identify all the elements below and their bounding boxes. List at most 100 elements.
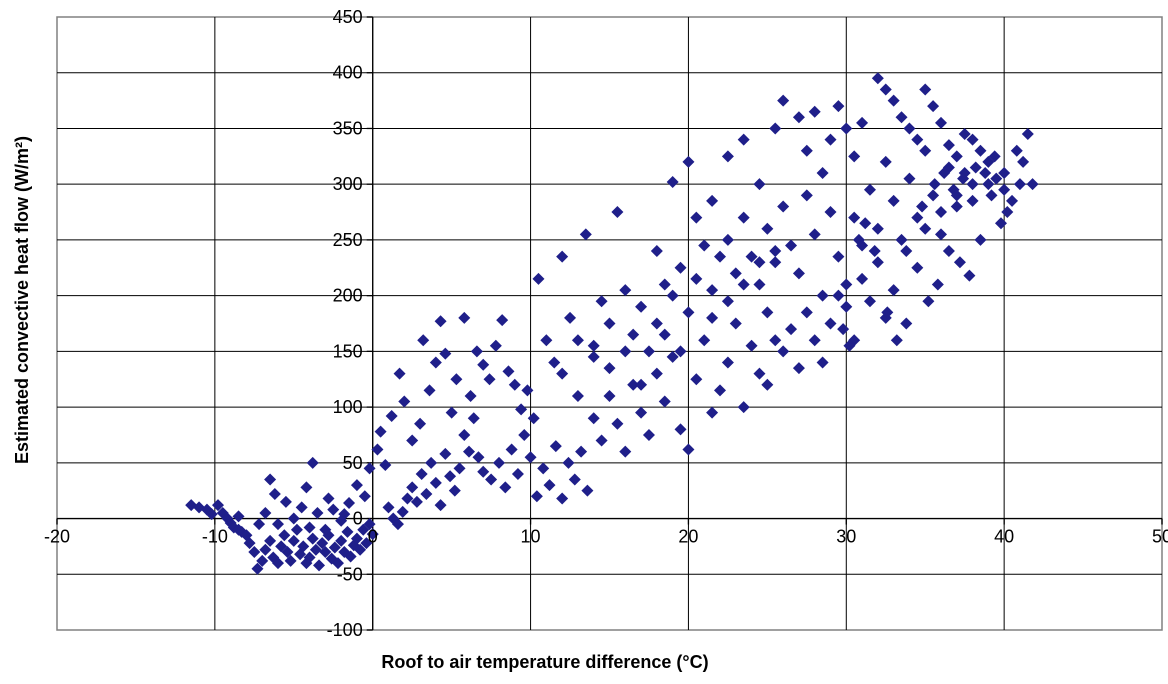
data-point bbox=[674, 261, 687, 274]
data-point bbox=[777, 94, 790, 107]
data-point bbox=[985, 189, 998, 202]
data-point bbox=[887, 94, 900, 107]
data-point bbox=[753, 278, 766, 291]
data-point bbox=[543, 479, 556, 492]
data-point bbox=[309, 543, 322, 556]
data-point bbox=[879, 155, 892, 168]
data-point bbox=[674, 345, 687, 358]
data-point bbox=[477, 465, 490, 478]
data-point bbox=[729, 267, 742, 280]
data-point bbox=[753, 178, 766, 191]
data-point bbox=[988, 150, 1001, 163]
data-point bbox=[1010, 144, 1023, 157]
data-point bbox=[540, 334, 553, 347]
data-point bbox=[458, 428, 471, 441]
data-point bbox=[448, 484, 461, 497]
data-point bbox=[287, 512, 300, 525]
data-point bbox=[979, 167, 992, 180]
data-point bbox=[595, 434, 608, 447]
data-point bbox=[341, 525, 354, 538]
data-point bbox=[587, 412, 600, 425]
data-point bbox=[856, 272, 869, 285]
data-point bbox=[393, 367, 406, 380]
data-point bbox=[998, 183, 1011, 196]
data-point bbox=[953, 256, 966, 269]
data-point bbox=[916, 200, 929, 213]
data-point bbox=[816, 167, 829, 180]
data-point bbox=[777, 345, 790, 358]
data-point bbox=[445, 406, 458, 419]
data-point bbox=[935, 116, 947, 129]
data-point bbox=[603, 317, 616, 330]
data-point bbox=[417, 334, 430, 347]
data-point bbox=[792, 111, 805, 124]
data-point bbox=[1026, 178, 1039, 191]
data-point bbox=[587, 339, 600, 352]
data-point bbox=[322, 492, 335, 505]
data-point bbox=[966, 194, 979, 207]
data-point bbox=[483, 373, 496, 386]
data-point bbox=[808, 228, 821, 241]
data-point bbox=[942, 245, 955, 258]
data-point bbox=[840, 122, 853, 135]
gridlines bbox=[57, 17, 1162, 630]
data-point bbox=[903, 172, 916, 185]
data-point bbox=[900, 245, 913, 258]
data-point bbox=[439, 347, 452, 360]
y-tick-label: 250 bbox=[333, 230, 363, 250]
data-point bbox=[464, 389, 477, 402]
data-point bbox=[358, 490, 371, 503]
data-point bbox=[264, 473, 277, 486]
data-point bbox=[769, 122, 782, 135]
data-point bbox=[256, 554, 269, 567]
x-tick-label: 20 bbox=[678, 527, 698, 547]
data-point bbox=[808, 105, 821, 118]
data-point bbox=[499, 481, 512, 494]
data-point bbox=[272, 557, 284, 570]
data-point bbox=[515, 403, 528, 416]
data-point bbox=[611, 206, 624, 219]
data-point bbox=[966, 178, 979, 191]
data-point bbox=[434, 315, 447, 328]
y-axis-title: Estimated convective heat flow (W/m²) bbox=[12, 136, 32, 464]
data-point bbox=[472, 451, 485, 464]
data-point bbox=[316, 537, 329, 550]
data-point bbox=[674, 423, 687, 436]
data-point bbox=[706, 406, 719, 419]
data-point bbox=[963, 269, 976, 282]
data-point bbox=[769, 245, 782, 258]
data-point bbox=[863, 295, 876, 308]
data-point bbox=[706, 194, 719, 207]
data-point bbox=[423, 384, 436, 397]
data-point bbox=[871, 256, 884, 269]
data-point bbox=[682, 306, 695, 319]
data-point bbox=[1021, 128, 1034, 141]
data-point bbox=[840, 300, 853, 313]
x-tick-label: 10 bbox=[521, 527, 541, 547]
data-point bbox=[927, 100, 940, 113]
data-point bbox=[753, 256, 766, 269]
data-point bbox=[485, 473, 498, 486]
data-point bbox=[698, 239, 711, 252]
data-point bbox=[611, 417, 624, 430]
data-point bbox=[385, 410, 398, 423]
y-tick-label: 450 bbox=[333, 7, 363, 27]
data-point bbox=[511, 467, 524, 480]
data-point bbox=[508, 378, 521, 391]
data-point bbox=[579, 228, 592, 241]
data-point bbox=[627, 328, 640, 341]
data-point bbox=[650, 317, 663, 330]
data-point bbox=[363, 462, 376, 475]
x-tick-label: -10 bbox=[202, 527, 228, 547]
data-point bbox=[556, 250, 569, 263]
data-point bbox=[354, 543, 367, 556]
data-point bbox=[871, 222, 884, 235]
data-point bbox=[581, 484, 594, 497]
data-point bbox=[527, 412, 540, 425]
data-point bbox=[816, 289, 829, 302]
data-point bbox=[957, 172, 970, 185]
data-point bbox=[745, 339, 758, 352]
data-point bbox=[391, 518, 404, 531]
y-tick-label: 350 bbox=[333, 118, 363, 138]
data-point bbox=[832, 100, 845, 113]
